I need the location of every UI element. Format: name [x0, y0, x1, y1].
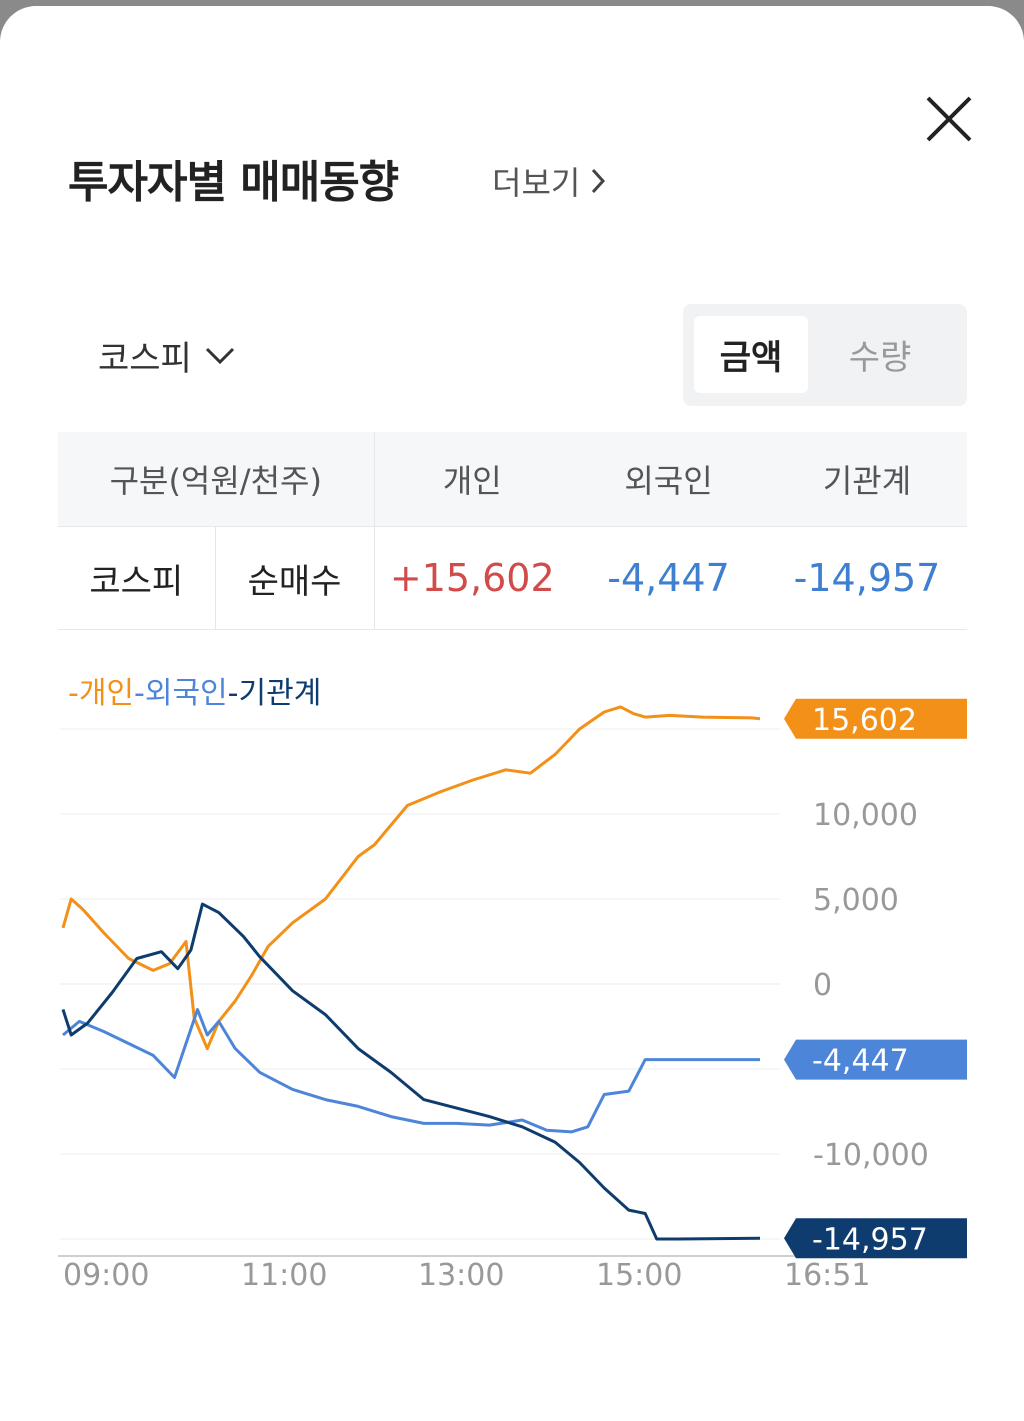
page-title: 투자자별 매매동향: [68, 157, 399, 208]
end-label-foreign: -4,447: [812, 1044, 909, 1079]
unit-toggle: 금액 수량: [683, 304, 967, 406]
legend-foreign: -외국인: [134, 676, 228, 711]
x-tick-label: 15:00: [596, 1258, 682, 1293]
investor-line-chart: 10,000 5,000 0 -10,000 09:00 11:00 13:00 15:00 1…: [58, 698, 967, 1293]
investor-trend-sheet: 투자자별 매매동향 더보기 코스피 금액 수량 구분(억원/천주) 개인 외국인…: [0, 6, 1024, 1421]
chevron-right-icon: [592, 168, 606, 194]
market-selector[interactable]: 코스피: [98, 331, 236, 380]
chart-legend: -개인-외국인-기관계: [68, 668, 321, 712]
value-foreign: -4,447: [570, 526, 768, 630]
row-type: 순매수: [215, 526, 375, 630]
legend-individual: -개인: [68, 676, 135, 711]
end-label-individual: 15,602: [812, 703, 917, 738]
more-link[interactable]: 더보기: [492, 158, 606, 204]
chevron-down-icon: [205, 347, 234, 364]
legend-institution: -기관계: [227, 676, 322, 711]
series-institution-line: [61, 902, 761, 1241]
x-tick-label: 09:00: [63, 1258, 149, 1293]
net-buy-table: 구분(억원/천주) 개인 외국인 기관계 코스피 순매수 +15,602 -4,…: [58, 432, 968, 630]
header-category: 구분(억원/천주): [58, 432, 375, 527]
series-individual-line: [61, 705, 761, 1051]
market-label: 코스피: [98, 339, 192, 379]
y-tick-label: 5,000: [813, 883, 899, 918]
x-tick-label: 13:00: [418, 1258, 504, 1293]
table-row: 코스피 순매수 +15,602 -4,447 -14,957: [58, 526, 968, 630]
header-institution: 기관계: [767, 432, 968, 527]
close-icon[interactable]: [920, 90, 978, 148]
more-label: 더보기: [492, 164, 581, 202]
end-label-institution-badge: [784, 1218, 967, 1259]
header-individual: 개인: [374, 432, 571, 527]
unit-option-amount[interactable]: 금액: [694, 316, 808, 393]
x-tick-label: 16:51: [784, 1258, 870, 1293]
value-individual: +15,602: [374, 526, 571, 630]
y-tick-label: 10,000: [813, 798, 918, 833]
end-label-individual-badge: [784, 698, 967, 739]
series-foreign-line: [62, 1008, 760, 1134]
x-tick-label: 11:00: [241, 1258, 327, 1293]
row-market: 코스피: [58, 526, 216, 630]
table-header-row: 구분(억원/천주) 개인 외국인 기관계: [58, 432, 968, 527]
y-tick-label: 0: [813, 968, 832, 1003]
value-institution: -14,957: [767, 526, 968, 630]
end-label-foreign-badge: [784, 1039, 967, 1080]
header-foreign: 외국인: [570, 432, 768, 527]
y-tick-label: -10,000: [813, 1138, 929, 1173]
end-label-institution: -14,957: [812, 1222, 928, 1257]
unit-option-volume[interactable]: 수량: [848, 338, 912, 378]
